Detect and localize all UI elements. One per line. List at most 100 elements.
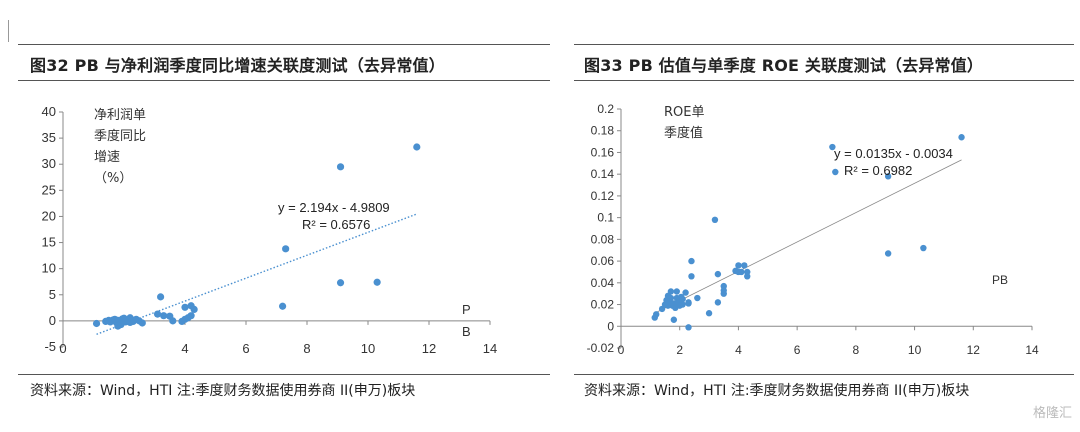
data-point	[120, 316, 128, 324]
chart-title: 图32 PB 与净利润季度同比增速关联度测试（去异常值）	[30, 56, 445, 75]
data-point	[157, 293, 165, 301]
trendline	[653, 159, 962, 315]
x-tick-label: 14	[1025, 343, 1039, 357]
data-point	[336, 279, 345, 287]
y-tick-label: 0.08	[591, 232, 615, 246]
data-point	[694, 294, 701, 302]
y-axis-label: 季度同比	[94, 128, 146, 144]
data-point	[920, 244, 927, 252]
data-point	[705, 310, 713, 317]
left-chart-panel: 图32 PB 与净利润季度同比增速关联度测试（去异常值） -5 0 5 10 15 20 2…	[8, 20, 550, 399]
y-tick-label: 0.04	[591, 276, 615, 290]
y-tick-label: 15	[42, 235, 56, 250]
data-point	[741, 262, 748, 269]
x-tick-label: 12	[967, 343, 981, 357]
data-point	[884, 250, 892, 257]
data-point	[682, 289, 689, 296]
x-tick-label: 6	[242, 341, 249, 356]
data-point	[153, 310, 162, 318]
source-note: 资料来源：Wind，HTI 注:季度财务数据使用券商 II(申万)板块	[30, 383, 416, 399]
data-point	[670, 316, 678, 323]
data-point	[138, 319, 146, 327]
x-tick-label: 0	[59, 341, 66, 356]
data-point	[685, 324, 692, 331]
data-point	[714, 270, 722, 278]
data-point	[679, 295, 686, 303]
data-point	[126, 318, 134, 327]
y-tick-label: 0.18	[591, 124, 615, 138]
y-axis-label: 净利润单	[94, 108, 146, 123]
chart-title: 图33 PB 估值与单季度 ROE 关联度测试（去异常值）	[584, 56, 984, 75]
y-axis-label: 增速	[94, 150, 120, 165]
data-point	[282, 245, 290, 253]
y-axis-label: （%）	[94, 171, 132, 186]
x-tick-label: 2	[120, 341, 127, 356]
y-tick-label: 25	[42, 182, 56, 197]
data-point	[187, 312, 195, 320]
x-tick-label: 14	[483, 341, 497, 356]
data-point	[413, 143, 421, 151]
data-point	[336, 163, 345, 171]
x-tick-label: 4	[181, 341, 188, 356]
data-point	[181, 303, 189, 311]
y-tick-label: 20	[42, 208, 56, 223]
data-point	[187, 302, 195, 310]
y-tick-label: 5	[49, 287, 56, 302]
data-point	[667, 288, 675, 295]
data-point	[673, 288, 680, 295]
data-point	[711, 216, 719, 224]
x-tick-label: 10	[908, 343, 922, 357]
r-squared-label: R² = 0.6576	[302, 217, 370, 232]
y-tick-label: 0	[49, 313, 56, 328]
data-point	[169, 317, 177, 325]
x-axis-label: P	[462, 302, 471, 317]
x-tick-label: 12	[422, 341, 436, 356]
x-tick-label: 0	[618, 343, 625, 357]
watermark-logo: 格隆汇	[1032, 406, 1072, 421]
y-axis-label: 季度值	[664, 125, 703, 141]
y-axis-label: ROE单	[664, 105, 704, 120]
x-tick-label: 4	[735, 343, 742, 357]
data-point	[829, 143, 836, 151]
data-point	[667, 294, 675, 302]
y-tick-label: 0.02	[591, 298, 615, 312]
data-point	[735, 262, 742, 269]
title-top-rule	[574, 44, 1074, 45]
data-point	[738, 268, 745, 276]
y-tick-label: 0.16	[591, 145, 615, 159]
y-tick-label: 0.14	[591, 167, 615, 181]
y-tick-label: 30	[42, 156, 56, 171]
y-tick-label: 0.2	[597, 102, 614, 116]
x-tick-label: 10	[361, 341, 375, 356]
trendline-equation: y = 0.0135x - 0.0034	[834, 146, 953, 161]
data-point	[92, 319, 101, 328]
data-point	[688, 257, 695, 265]
x-axis-label: B	[462, 324, 471, 339]
data-point	[373, 278, 381, 286]
y-tick-label: 40	[42, 104, 56, 119]
title-bottom-rule	[18, 80, 550, 81]
trendline	[96, 213, 418, 335]
x-tick-label: 8	[303, 341, 310, 356]
data-point	[160, 312, 168, 320]
data-point	[832, 168, 839, 176]
x-tick-label: 6	[794, 343, 801, 357]
y-tick-label: -0.02	[587, 341, 615, 355]
y-tick-label: -5	[44, 339, 56, 354]
data-point	[685, 299, 692, 306]
source-top-rule	[574, 374, 1074, 375]
right-chart-panel: 图33 PB 估值与单季度 ROE 关联度测试（去异常值） -0.02 0 0.02…	[566, 0, 1080, 432]
data-point	[744, 273, 751, 280]
y-tick-label: 0.06	[591, 254, 615, 268]
top-left-mark	[8, 20, 9, 42]
scatter-chart-pb-roe: -0.0200.020.040.060.080.10.120.140.160.1…	[587, 102, 1039, 357]
title-top-rule	[18, 44, 550, 45]
y-tick-label: 10	[42, 261, 56, 276]
x-tick-label: 2	[676, 343, 683, 357]
data-point	[884, 173, 892, 180]
y-tick-label: 35	[42, 130, 56, 145]
data-point	[720, 290, 727, 297]
data-point	[653, 311, 660, 318]
source-note: 资料来源：Wind，HTI 注:季度财务数据使用券商 II(申万)板块	[584, 383, 970, 399]
